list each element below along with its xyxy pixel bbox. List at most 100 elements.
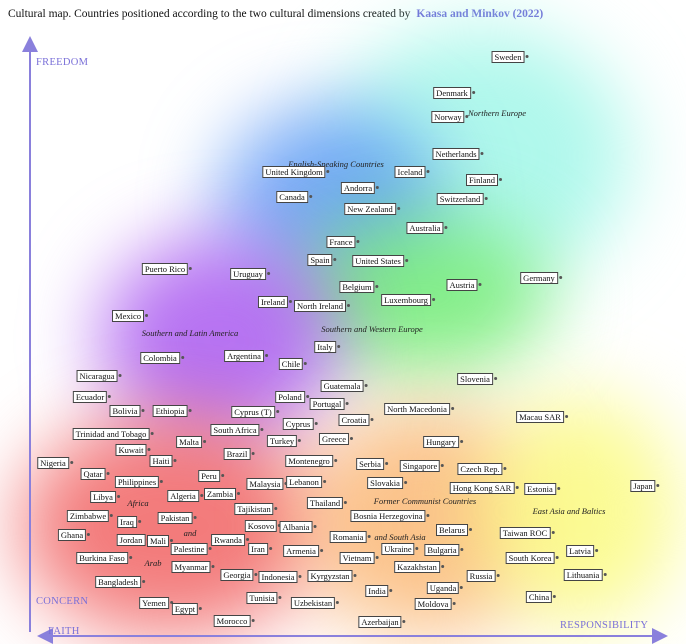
country-label: Uganda <box>426 582 464 594</box>
group-label: English-Speaking Countries <box>288 159 384 169</box>
country-label: Myanmar <box>171 561 215 573</box>
title: Cultural map. Countries positioned accor… <box>8 8 543 20</box>
country-label: Guatemala <box>320 380 368 392</box>
country-label: Iran <box>248 543 272 555</box>
country-label: Algeria <box>167 490 203 502</box>
country-label: Austria <box>446 279 482 291</box>
country-label: North Macedonia <box>384 403 454 415</box>
country-label: Ghana <box>57 529 91 541</box>
axis-left: FAITH <box>48 626 80 637</box>
country-label: Nigeria <box>37 457 73 469</box>
title-source: Kaasa and Minkov (2022) <box>416 8 544 20</box>
country-label: New Zealand <box>344 203 400 215</box>
country-label: India <box>365 585 394 597</box>
country-label: Poland <box>275 391 309 403</box>
country-label: Thailand <box>306 497 348 509</box>
group-label: East Asia and Baltics <box>532 506 606 516</box>
country-label: Belarus <box>436 524 472 536</box>
group-label: Southern and Western Europe <box>321 324 423 334</box>
country-label: Portugal <box>309 398 349 410</box>
country-label: Belgium <box>339 281 379 293</box>
country-label: Brazil <box>223 448 255 460</box>
country-label: Kyrgyzstan <box>307 570 357 582</box>
country-label: Colombia <box>140 352 184 364</box>
country-label: Vietnam <box>339 552 379 564</box>
group-label: Arab <box>144 558 162 568</box>
country-label: Tunisia <box>246 592 282 604</box>
country-label: Zimbabwe <box>66 510 114 522</box>
country-label: Malta <box>176 436 206 448</box>
country-label: Macau SAR <box>516 411 568 423</box>
country-label: Czech Rep. <box>457 463 507 475</box>
country-label: Taiwan ROC <box>499 527 554 539</box>
country-label: Lebanon <box>286 476 326 488</box>
country-label: Kuwait <box>115 444 151 456</box>
country-label: Haiti <box>149 455 177 467</box>
country-label: Ukraine <box>381 543 420 555</box>
country-label: Palestine <box>170 543 212 555</box>
country-label: Denmark <box>433 87 475 99</box>
country-label: Spain <box>307 254 338 266</box>
country-label: North Ireland <box>293 300 351 312</box>
country-label: Japan <box>630 480 661 492</box>
group-label: Former Communist Countries <box>373 496 477 506</box>
country-label: Latvia <box>566 545 598 557</box>
country-label: Italy <box>314 341 340 353</box>
country-label: Ecuador <box>72 391 112 403</box>
country-label: Puerto Rico <box>141 263 193 275</box>
country-label: Sweden <box>491 51 529 63</box>
country-label: Slovenia <box>457 373 497 385</box>
country-label: Luxembourg <box>381 294 435 306</box>
country-label: Chile <box>278 358 308 370</box>
country-label: Germany <box>520 272 562 284</box>
country-label: Pakistan <box>157 512 197 524</box>
country-label: Ireland <box>257 296 293 308</box>
country-label: Albania <box>279 521 317 533</box>
country-label: Russia <box>466 570 499 582</box>
axis-right: RESPONSIBILITY <box>560 620 649 631</box>
country-label: Netherlands <box>432 148 484 160</box>
country-label: Cyprus <box>282 418 317 430</box>
group-label: Northern Europe <box>467 108 527 118</box>
country-label: United Kingdom <box>262 166 331 178</box>
country-label: Switzerland <box>436 193 487 205</box>
country-label: Andorra <box>340 182 380 194</box>
country-label: France <box>326 236 360 248</box>
country-label: Bosnia Herzegovina <box>350 510 430 522</box>
country-label: Philippines <box>114 476 164 488</box>
country-label: Uruguay <box>230 268 270 280</box>
country-label: Serbia <box>356 458 388 470</box>
country-label: Egypt <box>171 603 203 615</box>
axes <box>22 36 668 644</box>
country-label: Lithuania <box>563 569 606 581</box>
country-label: Argentina <box>224 350 268 362</box>
country-label: Iraq <box>117 516 141 528</box>
country-label: Iceland <box>394 166 430 178</box>
country-label: Slovakia <box>367 477 407 489</box>
country-label: Jordan <box>116 534 149 546</box>
country-label: Kosovo <box>244 520 282 532</box>
country-label: Hungary <box>423 436 463 448</box>
country-label: Mexico <box>112 310 148 322</box>
country-label: Greece <box>318 433 354 445</box>
title-text: Cultural map. Countries positioned accor… <box>8 8 411 20</box>
country-label: Libya <box>90 491 120 503</box>
country-label: Canada <box>276 191 312 203</box>
country-label: Bolivia <box>109 405 145 417</box>
group-label: Southern and Latin America <box>141 328 239 338</box>
bg-yellow <box>480 396 680 626</box>
country-label: Cyprus (T) <box>231 406 279 418</box>
group-label: Africa <box>127 498 149 508</box>
country-label: Bulgaria <box>424 544 464 556</box>
country-label: South Africa <box>210 424 264 436</box>
country-label: Finland <box>466 174 502 186</box>
country-label: United States <box>352 255 408 267</box>
country-label: Montenegro <box>285 455 337 467</box>
country-label: Estonia <box>524 483 560 495</box>
country-label: Azerbaijan <box>358 616 406 628</box>
country-label: China <box>525 591 557 603</box>
axis-top: FREEDOM <box>36 57 89 68</box>
country-label: Nicaragua <box>76 370 122 382</box>
country-label: Croatia <box>338 414 374 426</box>
